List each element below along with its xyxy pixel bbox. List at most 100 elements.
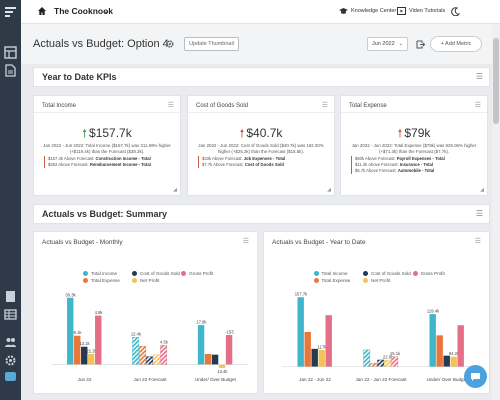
legend-label: Total Expense [321,278,351,283]
data-label: 119.4k [427,309,440,314]
report-icon[interactable] [4,64,17,77]
kpi-value: 🠕 $79k [341,125,487,144]
kpi-description: Jan 2022 - Jun 2022: Cost of Goods Sold … [198,143,324,154]
chevron-down-icon[interactable]: ⌄ [103,8,109,15]
bar-gross-profit[interactable] [391,356,399,367]
legend-item-total-income[interactable]: Total Income [313,271,348,276]
bar-gross-profit[interactable] [457,325,464,367]
bar-total-expense[interactable] [436,335,443,367]
legend-swatch [313,271,319,276]
arrow-up-icon: 🠕 [239,128,245,140]
category-label: Jun 22 Forecast [133,377,167,382]
bar-net-profit[interactable] [450,356,457,367]
data-label: 4.5k [160,340,169,345]
bar-cost-of-goods-sold[interactable] [146,356,154,365]
export-icon[interactable] [416,40,425,49]
knowledge-center-link[interactable]: Knowledge Center [339,7,396,15]
kpi-card-total-expense: Total Expense ☰ 🠕 $79k Jan 2022 - Jun 202… [340,95,488,196]
data-label: 157.7k [295,292,308,297]
book-icon[interactable] [4,290,17,303]
legend-label: Gross Profit [420,271,445,276]
menu-icon[interactable]: ☰ [474,238,481,245]
settings-gear-icon[interactable] [4,354,17,367]
bar-cost-of-goods-sold[interactable] [211,354,219,365]
data-label: -153 [225,330,234,335]
data-label: 30.3k [65,292,76,297]
kpi-title: Cost of Goods Sold [196,103,249,109]
bar-net-profit[interactable] [153,354,161,365]
bar-total-income[interactable] [429,314,436,367]
legend-item-total-expense[interactable]: Total Expense [313,278,351,283]
app-title[interactable]: The Cooknook [54,6,114,16]
legend-item-net-profit[interactable]: Net Profit [363,278,390,283]
scrollbar[interactable] [492,24,500,400]
gear-icon[interactable] [166,40,174,48]
legend-item-gross-profit[interactable]: Gross Profit [181,271,213,276]
bar-gross-profit[interactable] [160,344,168,365]
bar-total-income[interactable] [363,349,371,367]
menu-icon[interactable]: ☰ [475,209,483,218]
notification-badge[interactable] [5,372,16,381]
menu-icon[interactable]: ☰ [321,102,328,109]
resize-handle-icon[interactable]: ◢ [327,187,331,193]
home-icon[interactable] [37,6,47,16]
bar-gross-profit[interactable] [325,315,332,367]
bar-net-profit[interactable] [318,350,325,367]
bar-cost-of-goods-sold[interactable] [311,348,318,367]
legend-label: Cost of Goods Sold [371,271,411,276]
section-header-summary: Actuals vs Budget: Summary ☰ [33,204,490,224]
bar-total-expense[interactable] [204,354,212,365]
kpi-value: 🠕 $40.7k [188,125,334,144]
dark-mode-toggle-icon[interactable] [451,7,460,16]
bar-total-expense[interactable] [304,331,311,367]
bar-total-income[interactable] [197,325,205,365]
legend-label: Net Profit [140,278,160,283]
kpi-detail-row: $7.7k Above Forecast: Cost of Goods Sold [198,162,328,168]
arrow-up-icon: 🠕 [82,128,88,140]
bar-cost-of-goods-sold[interactable] [81,346,88,365]
add-metric-button[interactable]: + Add Metric [430,36,482,52]
kpi-detail-row: $252 Above Forecast: Reimbursement Incom… [44,162,174,168]
bar-cost-of-goods-sold[interactable] [377,359,385,367]
update-thumbnail-button[interactable]: Update Thumbnail [184,37,239,51]
bar-total-income[interactable] [132,337,140,365]
video-tutorials-link[interactable]: Video Tutorials [397,7,445,15]
bar-total-income[interactable] [297,297,304,367]
bar-gross-profit[interactable] [95,315,102,365]
bar-net-profit[interactable] [384,359,392,367]
logo-icon[interactable] [4,6,17,19]
menu-icon[interactable]: ☰ [474,102,481,109]
bar-total-income[interactable] [67,297,74,365]
bar-gross-profit[interactable] [225,335,233,365]
bar-net-profit[interactable] [88,354,95,365]
kpi-details: $60k Above Forecast: Payroll Expenses - … [351,156,481,174]
dashboard-icon[interactable] [4,46,17,59]
legend-item-cost-of-goods-sold[interactable]: Cost of Goods Sold [132,271,180,276]
legend-item-gross-profit[interactable]: Gross Profit [412,271,445,276]
resize-handle-icon[interactable]: ◢ [173,187,177,193]
bar-net-profit[interactable] [218,364,226,368]
users-icon[interactable] [4,336,17,349]
chat-button[interactable] [464,365,487,388]
legend-item-net-profit[interactable]: Net Profit [132,278,159,283]
menu-icon[interactable]: ☰ [167,102,174,109]
scrollbar-thumb[interactable] [493,38,499,124]
graduation-cap-icon [339,8,348,14]
bar-total-expense[interactable] [370,363,378,367]
legend-item-total-income[interactable]: Total Income [83,271,117,276]
detail-name: Reimbursement Income - Total [89,162,151,167]
data-label: 22.8k [383,355,394,360]
date-filter-select[interactable]: Jun 2022 ⌄ [367,37,408,51]
menu-icon[interactable]: ☰ [475,72,483,81]
resize-handle-icon[interactable]: ◢ [480,187,484,193]
bar-total-expense[interactable] [139,346,147,365]
legend-item-cost-of-goods-sold[interactable]: Cost of Goods Sold [363,271,411,276]
category-label: Jan 22 - Jun 22 [299,377,331,382]
menu-icon[interactable]: ☰ [242,238,249,245]
table-icon[interactable] [4,308,17,321]
data-label: 12.4k [131,332,142,337]
legend-item-total-expense[interactable]: Total Expense [83,278,120,283]
bar-cost-of-goods-sold[interactable] [443,355,450,367]
bar-total-expense[interactable] [74,335,81,365]
